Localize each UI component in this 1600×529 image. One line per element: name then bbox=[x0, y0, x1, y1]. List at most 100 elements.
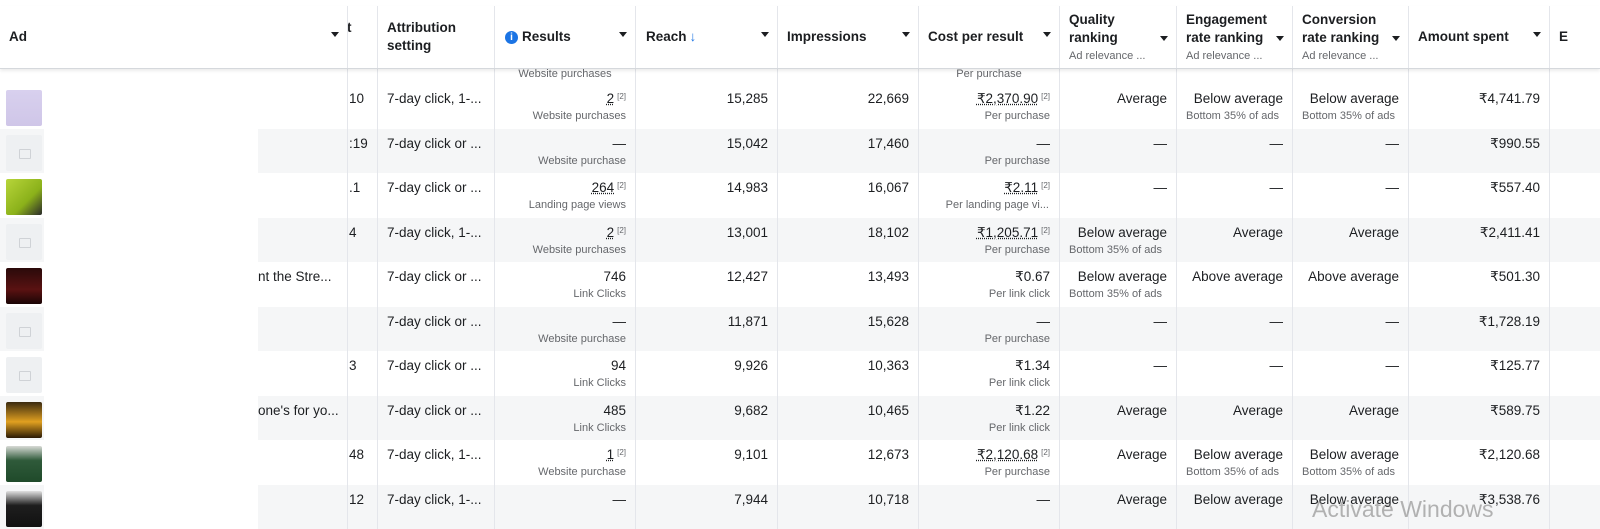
ad-cell[interactable] bbox=[0, 306, 348, 351]
results-value[interactable]: 264 [2] bbox=[592, 180, 626, 195]
table-row[interactable]: one's for yo... 7-day click or ... 485 Link… bbox=[0, 395, 1600, 440]
column-header-conversion[interactable]: Conversion rate ranking Ad relevance ... bbox=[1293, 6, 1409, 68]
footnote-marker[interactable]: [2] bbox=[1041, 92, 1050, 101]
column-header-amount-spent[interactable]: Amount spent bbox=[1409, 6, 1550, 68]
cost-value[interactable]: — bbox=[1037, 136, 1051, 151]
table-row[interactable]: .1 7-day click or ... 264 [2] Landing page v… bbox=[0, 173, 1600, 218]
column-header-engagement[interactable]: Engagement rate ranking Ad relevance ... bbox=[1177, 6, 1293, 68]
footnote-marker[interactable]: [2] bbox=[617, 92, 626, 101]
impr-value: 18,102 bbox=[867, 224, 909, 240]
column-header-reach[interactable]: Reach ↓ bbox=[636, 6, 778, 68]
footnote-marker[interactable]: [2] bbox=[617, 225, 626, 235]
results-cell: 485 Link Clicks bbox=[495, 395, 636, 440]
results-value[interactable]: 94 bbox=[611, 358, 626, 373]
quality-value: Average bbox=[1116, 491, 1167, 507]
cost-value[interactable]: ₹0.67 bbox=[1015, 269, 1050, 285]
column-header-ad[interactable]: Ad bbox=[0, 6, 348, 68]
reach-cell: 9,682 bbox=[636, 395, 778, 440]
results-value[interactable]: 1 [2] bbox=[607, 447, 626, 462]
ad-name[interactable]: nt the Stre... bbox=[258, 269, 332, 284]
chevron-down-icon[interactable] bbox=[1043, 32, 1051, 37]
chevron-down-icon[interactable] bbox=[1392, 36, 1400, 41]
ad-cell[interactable] bbox=[0, 484, 348, 529]
cost-number: ₹2,370.90 bbox=[976, 91, 1039, 106]
chevron-down-icon[interactable] bbox=[619, 32, 627, 37]
results-subtext: Website purchase bbox=[538, 154, 626, 167]
column-header-cost-per-result[interactable]: Cost per result bbox=[919, 6, 1060, 68]
footnote-marker[interactable]: [2] bbox=[617, 181, 626, 190]
footnote-marker[interactable]: [2] bbox=[617, 448, 626, 457]
attr-value: 7-day click, 1-... bbox=[387, 224, 482, 240]
chevron-down-icon[interactable] bbox=[1276, 36, 1284, 41]
results-number: 264 bbox=[591, 180, 615, 195]
results-value[interactable]: 485 bbox=[603, 403, 626, 418]
cost-value[interactable]: ₹2,120.68 [2] bbox=[977, 447, 1050, 463]
cost-value[interactable]: ₹2.11 [2] bbox=[1004, 180, 1050, 196]
attr-cell: 7-day click or ... bbox=[378, 351, 495, 396]
table-row[interactable]: nt the Stre... 7-day click or ... 746 Link … bbox=[0, 262, 1600, 307]
cost-value[interactable]: ₹2,370.90 [2] bbox=[977, 91, 1050, 107]
table-row[interactable]: 48 7-day click, 1-... 1 [2] Website purchase… bbox=[0, 440, 1600, 485]
cost-value[interactable]: ₹1.34 bbox=[1015, 358, 1050, 374]
table-row[interactable]: 4 7-day click, 1-... 2 [2] Website purchases… bbox=[0, 217, 1600, 262]
column-header-impressions[interactable]: Impressions bbox=[778, 6, 919, 68]
ad-cell[interactable] bbox=[0, 84, 348, 129]
footnote-marker[interactable]: [2] bbox=[1041, 225, 1050, 235]
column-header-quality[interactable]: Quality ranking Ad relevance ... bbox=[1060, 6, 1177, 68]
ad-cell[interactable] bbox=[0, 440, 348, 485]
cost-number: ₹1,205.71 bbox=[976, 224, 1039, 240]
chevron-down-icon[interactable] bbox=[1533, 32, 1541, 37]
footnote-marker[interactable]: [2] bbox=[1041, 448, 1050, 457]
cost-value[interactable]: — bbox=[1037, 314, 1051, 329]
results-value[interactable]: 2 [2] bbox=[607, 225, 626, 240]
results-value[interactable]: — bbox=[613, 136, 627, 151]
results-value[interactable]: 746 bbox=[603, 269, 626, 284]
table-row[interactable]: :19 7-day click or ... — Website purchase 15… bbox=[0, 128, 1600, 173]
sort-descending-icon[interactable]: ↓ bbox=[689, 29, 697, 44]
table-row-partial[interactable]: Website purchases Per purchase bbox=[0, 68, 1600, 84]
partial-value: .1 bbox=[349, 180, 361, 195]
cost-value[interactable]: ₹1.22 bbox=[1015, 403, 1050, 419]
amount-cell: ₹125.77 bbox=[1409, 351, 1550, 396]
reach-value: 9,101 bbox=[734, 447, 768, 462]
chevron-down-icon[interactable] bbox=[902, 32, 910, 37]
ad-cell[interactable]: nt the Stre... bbox=[0, 262, 348, 307]
cost-subtext: Per link click bbox=[988, 288, 1050, 300]
footnote-marker[interactable]: [2] bbox=[1041, 181, 1050, 190]
table-row[interactable]: 7-day click or ... — Website purchase 11,87… bbox=[0, 306, 1600, 351]
reach-cell: 13,001 bbox=[636, 217, 778, 262]
chevron-down-icon[interactable] bbox=[1160, 36, 1168, 41]
info-icon[interactable]: i bbox=[505, 31, 518, 44]
attr-cell: 7-day click or ... bbox=[378, 306, 495, 351]
partial-cell bbox=[348, 395, 378, 440]
ad-cell[interactable] bbox=[0, 128, 348, 173]
ad-name[interactable]: one's for yo... bbox=[258, 402, 339, 418]
image-placeholder-icon bbox=[6, 312, 42, 349]
table-row[interactable]: 3 7-day click or ... 94 Link Clicks 9,926 10,… bbox=[0, 351, 1600, 396]
chevron-down-icon[interactable] bbox=[761, 32, 769, 37]
cost-subtext: Per landing page vi... bbox=[945, 199, 1049, 211]
table-row[interactable]: 12 7-day click, 1-... — 7,944 10,718 — Average… bbox=[0, 484, 1600, 529]
ad-cell[interactable]: one's for yo... bbox=[0, 395, 348, 440]
cost-subtext: Per purchase bbox=[984, 243, 1050, 256]
eng-cell: Average bbox=[1177, 217, 1293, 262]
cost-number: ₹1.22 bbox=[1015, 402, 1050, 418]
column-header-results[interactable]: i Results bbox=[495, 6, 636, 68]
chevron-down-icon[interactable] bbox=[331, 32, 339, 37]
ad-cell[interactable] bbox=[0, 351, 348, 396]
column-header-partial[interactable]: t bbox=[348, 6, 378, 68]
ad-cell[interactable] bbox=[0, 173, 348, 218]
column-header-partial-right[interactable]: E bbox=[1559, 29, 1569, 44]
cost-value[interactable]: ₹1,205.71 [2] bbox=[977, 225, 1050, 241]
cost-cell: — Per purchase bbox=[919, 306, 1060, 351]
reach-value: 9,926 bbox=[734, 358, 768, 373]
column-header-attribution[interactable]: Attribution setting bbox=[378, 6, 495, 68]
partial-value: 48 bbox=[349, 447, 365, 462]
ad-cell[interactable] bbox=[0, 217, 348, 262]
table-row[interactable]: 10 7-day click, 1-... 2 [2] Website purchase… bbox=[0, 84, 1600, 129]
impr-cell: 15,628 bbox=[778, 306, 919, 351]
results-value[interactable]: 2 [2] bbox=[607, 91, 626, 106]
cost-value[interactable]: — bbox=[1037, 492, 1051, 507]
results-value[interactable]: — bbox=[613, 492, 627, 507]
results-value[interactable]: — bbox=[613, 314, 627, 329]
